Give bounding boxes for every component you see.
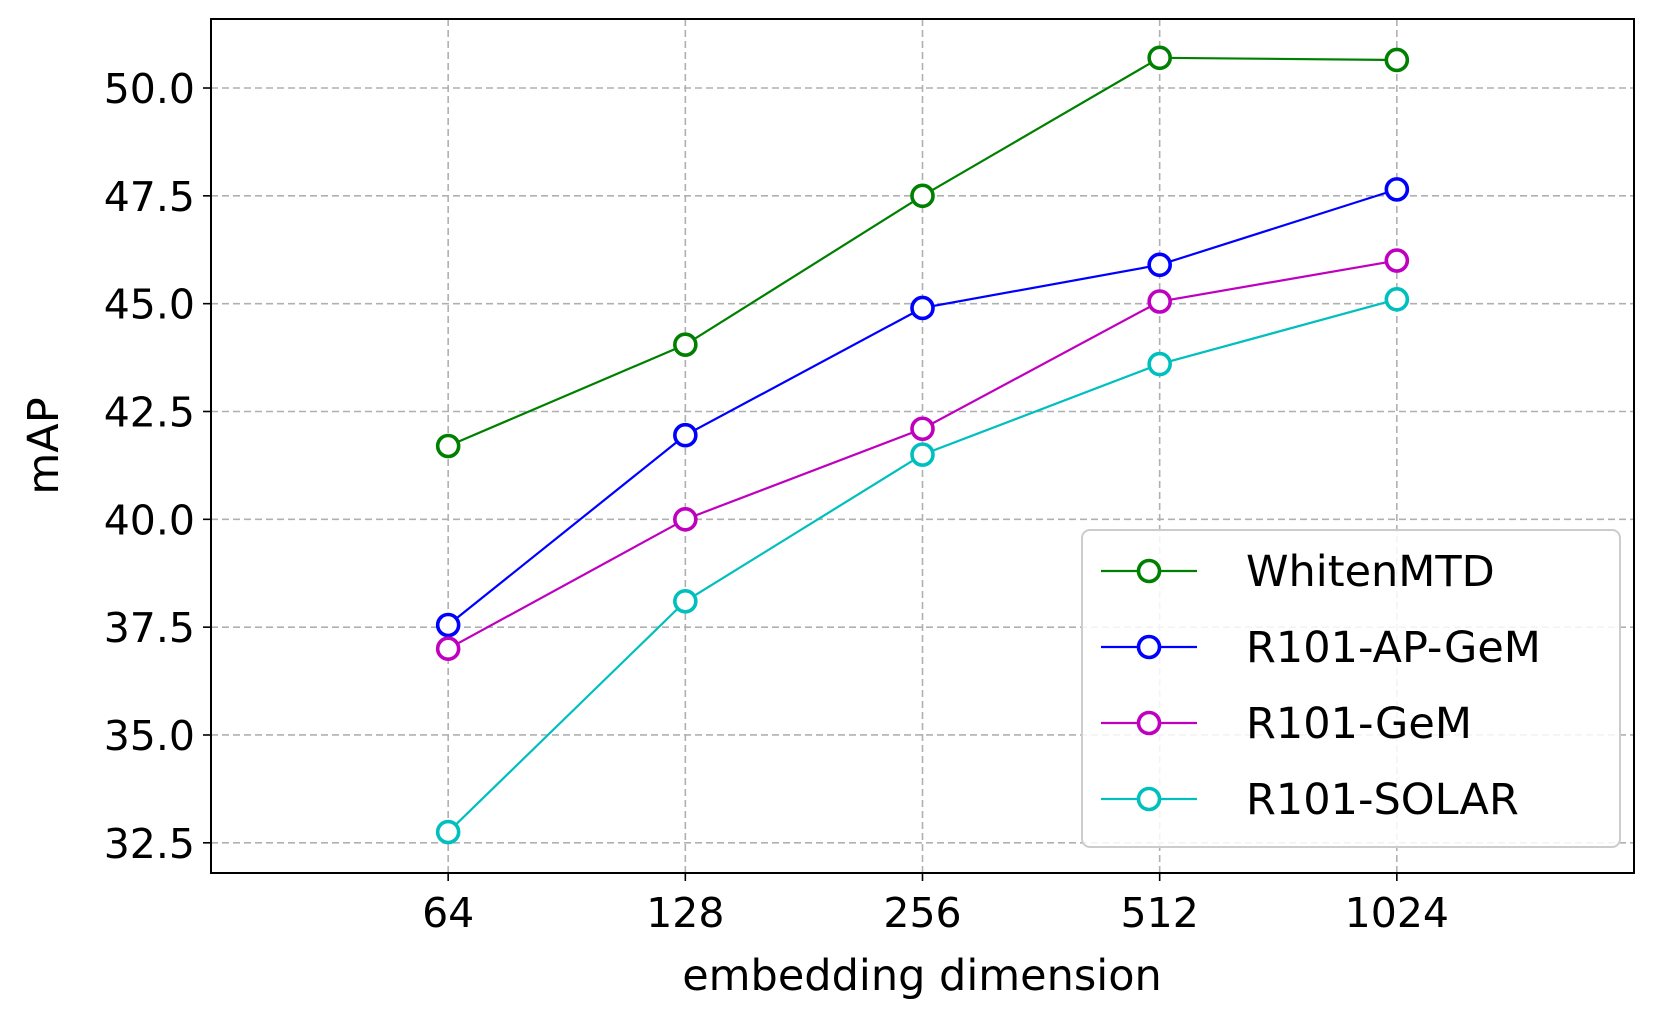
data-point-r101-solar bbox=[673, 588, 698, 614]
legend-box bbox=[1081, 529, 1621, 848]
data-point-r101-ap-gem bbox=[910, 295, 935, 321]
axis-ticks: 64 128 256 512 1024 32.5 35.0 37.5 40.0 42.5 45.0 4… bbox=[104, 65, 1449, 937]
x-axis-label: embedding dimension bbox=[682, 951, 1162, 1001]
data-point-whitenmtd bbox=[673, 332, 698, 357]
data-point-r101-gem bbox=[435, 636, 461, 662]
data-point-r101-solar bbox=[910, 442, 935, 467]
x-tick-label: 64 bbox=[422, 889, 474, 937]
data-point-r101-ap-gem bbox=[1147, 252, 1172, 278]
y-tick-label: 35.0 bbox=[104, 712, 195, 760]
data-point-whitenmtd bbox=[1384, 47, 1410, 73]
data-point-r101-ap-gem bbox=[435, 612, 461, 638]
series-whitenmtd bbox=[435, 45, 1410, 459]
data-point-r101-gem bbox=[673, 507, 698, 532]
data-point-whitenmtd bbox=[435, 433, 461, 459]
legend-label-r101-gem: R101-GeM bbox=[1246, 699, 1472, 749]
legend-item-r101-solar: R101-SOLAR bbox=[1101, 775, 1519, 825]
data-point-r101-gem bbox=[1384, 248, 1410, 273]
x-tick-label: 128 bbox=[646, 889, 724, 937]
series-r101-ap-gem bbox=[435, 177, 1410, 638]
data-point-r101-solar bbox=[1384, 287, 1410, 312]
series-lines bbox=[435, 45, 1410, 845]
legend-label-r101-solar: R101-SOLAR bbox=[1246, 775, 1519, 825]
data-point-r101-gem bbox=[1147, 289, 1172, 314]
data-point-whitenmtd bbox=[1147, 45, 1172, 71]
legend-item-r101-gem: R101-GeM bbox=[1101, 699, 1472, 749]
series-r101-solar bbox=[435, 287, 1410, 845]
y-tick-label: 37.5 bbox=[104, 604, 195, 652]
legend-label-r101-ap-gem: R101-AP-GeM bbox=[1246, 623, 1541, 673]
data-point-r101-ap-gem bbox=[1384, 177, 1410, 202]
data-point-r101-gem bbox=[910, 416, 935, 442]
y-tick-label: 50.0 bbox=[104, 65, 195, 113]
legend-marker-r101-ap-gem bbox=[1136, 634, 1162, 660]
y-tick-label: 45.0 bbox=[104, 281, 195, 329]
data-point-r101-solar bbox=[1147, 351, 1172, 377]
data-point-whitenmtd bbox=[910, 183, 935, 209]
legend-marker-r101-solar bbox=[1136, 786, 1162, 812]
y-axis-label: mAP bbox=[19, 397, 69, 494]
x-tick-label: 512 bbox=[1121, 889, 1199, 937]
legend-marker-r101-gem bbox=[1136, 710, 1162, 736]
x-tick-label: 256 bbox=[883, 889, 961, 937]
y-tick-label: 40.0 bbox=[104, 496, 195, 544]
x-tick-label: 1024 bbox=[1345, 889, 1449, 937]
legend: WhitenMTD R101-AP-GeM R101-GeM R101-SOLAR bbox=[1081, 529, 1621, 848]
legend-label-whitenmtd: WhitenMTD bbox=[1246, 547, 1495, 597]
y-tick-label: 32.5 bbox=[104, 820, 195, 868]
legend-item-whitenmtd: WhitenMTD bbox=[1101, 547, 1495, 597]
y-tick-label: 47.5 bbox=[104, 173, 195, 221]
data-point-r101-solar bbox=[435, 819, 461, 845]
data-point-r101-ap-gem bbox=[673, 422, 698, 448]
legend-item-r101-ap-gem: R101-AP-GeM bbox=[1101, 623, 1541, 673]
y-tick-label: 42.5 bbox=[104, 388, 195, 436]
series-r101-gem bbox=[435, 248, 1410, 662]
legend-marker-whitenmtd bbox=[1136, 558, 1162, 584]
